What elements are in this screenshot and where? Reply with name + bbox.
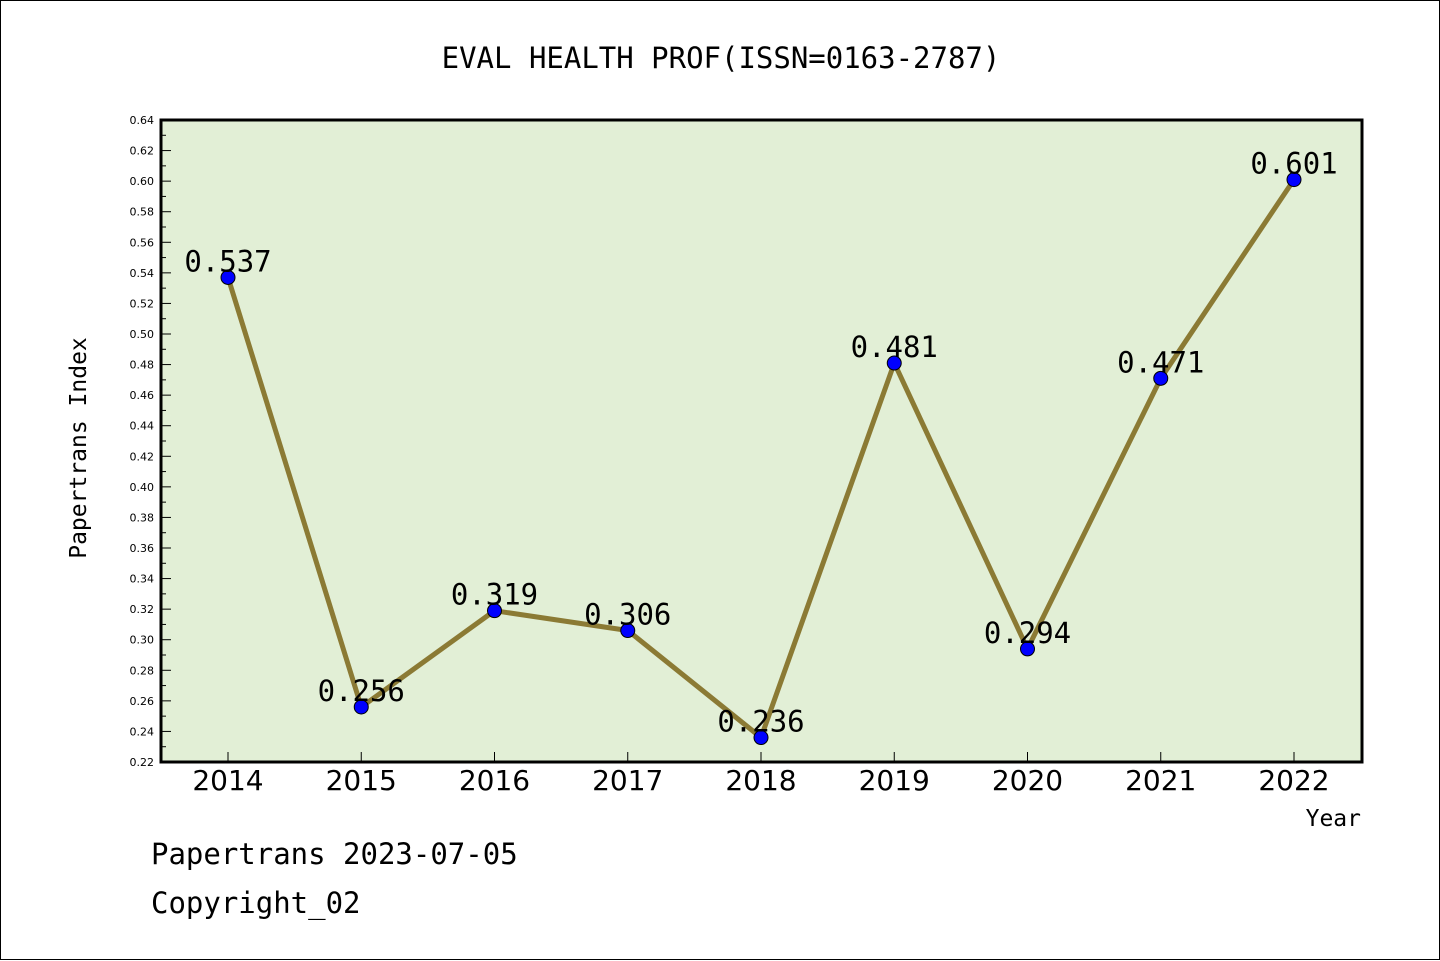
- data-point: [487, 603, 502, 619]
- data-label: 0.256: [318, 674, 405, 708]
- y-tick-label: 0.38: [130, 511, 155, 524]
- x-tick-label: 2016: [459, 764, 530, 797]
- x-tick-label: 2022: [1258, 764, 1329, 797]
- y-tick-label: 0.52: [130, 297, 155, 310]
- y-tick-label: 0.46: [130, 389, 155, 402]
- y-tick-label: 0.24: [130, 725, 155, 738]
- data-point: [620, 623, 636, 639]
- y-tick-label: 0.32: [130, 603, 155, 616]
- y-tick-label: 0.34: [130, 573, 155, 586]
- data-label: 0.319: [451, 578, 538, 612]
- x-tick-label: 2018: [725, 764, 796, 797]
- y-tick-label: 0.26: [130, 695, 155, 708]
- y-tick-label: 0.60: [130, 175, 155, 188]
- y-axis: 0.22 0.24 0.26 0.28 0.30 0.32 0.34 0.36 0.38 0.40…: [130, 114, 171, 769]
- y-tick-label: 0.44: [130, 420, 155, 433]
- y-tick-label: 0.28: [130, 664, 155, 677]
- y-tick-label: 0.62: [130, 145, 155, 158]
- x-tick-label: 2015: [326, 764, 397, 797]
- y-tick-label: 0.58: [130, 206, 155, 219]
- data-point: [1286, 172, 1302, 188]
- x-axis: 2014 2015 2016 2017 2018 2019 2020 2021 2022: [192, 752, 1330, 797]
- x-axis-title: Year: [1306, 806, 1361, 832]
- y-axis-title: Papertrans Index: [66, 337, 92, 559]
- x-tick-label: 2019: [859, 764, 930, 797]
- footer-date-text: Papertrans 2023-07-05: [151, 837, 518, 871]
- data-point: [1153, 370, 1169, 386]
- y-tick-label: 0.40: [130, 481, 155, 494]
- x-tick-label: 2021: [1125, 764, 1196, 797]
- data-label: 0.537: [184, 244, 271, 278]
- data-point: [886, 355, 902, 371]
- y-tick-label: 0.42: [130, 450, 155, 463]
- data-label: 0.471: [1117, 345, 1204, 379]
- chart-title: EVAL HEALTH PROF(ISSN=0163-2787): [442, 41, 1001, 75]
- data-label: 0.306: [584, 598, 671, 632]
- y-tick-label: 0.22: [130, 756, 155, 769]
- plot-area: [159, 118, 1364, 764]
- x-tick-label: 2014: [192, 764, 263, 797]
- data-labels: 0.537 0.256 0.319 0.306 0.236 0.481 0.294 0.471…: [184, 147, 1337, 739]
- y-tick-label: 0.56: [130, 236, 155, 249]
- y-tick-label: 0.48: [130, 359, 155, 372]
- data-label: 0.236: [717, 705, 804, 739]
- data-markers: [220, 172, 1302, 746]
- data-label: 0.601: [1250, 147, 1337, 181]
- x-tick-label: 2017: [592, 764, 663, 797]
- y-tick-label: 0.36: [130, 542, 155, 555]
- y-tick-label: 0.54: [130, 267, 155, 280]
- data-label: 0.481: [851, 330, 938, 364]
- data-point: [1020, 641, 1035, 657]
- footer-copyright-text: Copyright_02: [151, 886, 361, 920]
- data-point: [753, 730, 769, 746]
- data-label: 0.294: [984, 616, 1071, 650]
- data-point: [220, 269, 236, 285]
- x-tick-label: 2020: [992, 764, 1063, 797]
- y-tick-label: 0.50: [130, 328, 155, 341]
- y-tick-label: 0.64: [130, 114, 155, 127]
- y-tick-label: 0.30: [130, 634, 155, 647]
- data-point: [353, 699, 369, 715]
